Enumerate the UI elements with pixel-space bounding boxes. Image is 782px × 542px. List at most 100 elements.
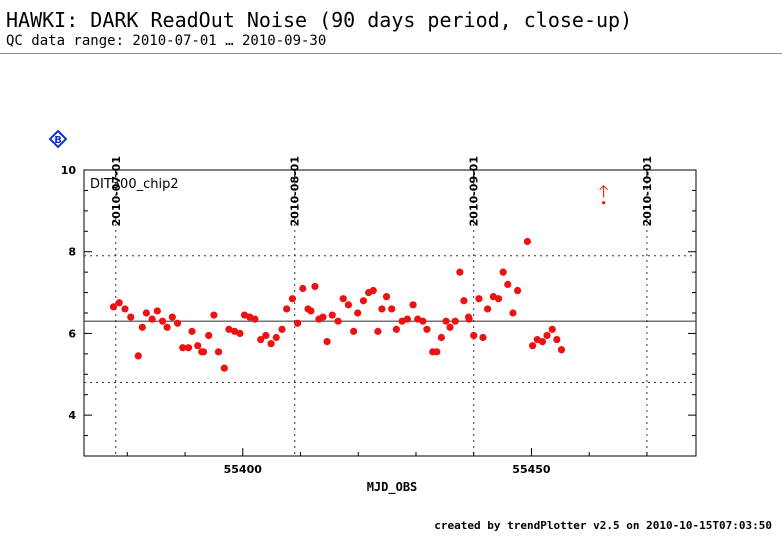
data-point (557, 346, 566, 354)
data-point (225, 325, 233, 333)
data-point (433, 348, 441, 356)
data-point (319, 313, 327, 321)
data-point (359, 297, 368, 305)
data-point (483, 305, 492, 313)
data-point (437, 333, 445, 342)
data-point (311, 282, 319, 291)
date-tick-label: 2010-07-01 (110, 156, 123, 226)
data-point (354, 309, 362, 317)
data-point (205, 331, 213, 340)
data-point (403, 315, 411, 323)
x-tick-label: 55400 (224, 463, 263, 476)
data-point (134, 352, 142, 360)
data-point (294, 319, 302, 327)
date-tick-label: 2010-10-01 (641, 156, 654, 226)
outlier-point (602, 201, 606, 205)
data-point (127, 313, 135, 321)
y-tick-label: 10 (61, 164, 77, 177)
data-point (344, 301, 353, 309)
panel-label: DIT300_chip2 (90, 177, 179, 192)
data-point (148, 315, 156, 323)
data-point (419, 317, 427, 325)
data-point (199, 348, 208, 356)
outlier-arrow-icon (599, 184, 608, 191)
data-point (538, 338, 547, 346)
data-point (272, 333, 280, 342)
data-point (251, 315, 259, 323)
y-tick-label: 8 (68, 246, 76, 259)
data-point (423, 325, 431, 333)
data-point (543, 331, 551, 340)
data-point (553, 335, 561, 344)
chart-subtitle: QC data range: 2010-07-01 … 2010-09-30 (6, 33, 327, 49)
data-point (163, 323, 171, 331)
data-point (115, 299, 123, 307)
data-point (374, 327, 382, 335)
data-point (214, 348, 223, 356)
data-point (513, 286, 522, 295)
data-point (475, 295, 483, 303)
data-point (328, 311, 336, 319)
data-point (442, 317, 450, 325)
data-point (283, 305, 291, 313)
data-point (378, 305, 386, 313)
data-point (267, 340, 275, 348)
data-point (451, 317, 459, 325)
data-point (278, 325, 286, 333)
y-tick-label: 6 (68, 327, 76, 340)
data-point (158, 317, 167, 325)
data-point (369, 286, 377, 295)
data-point (168, 313, 176, 321)
badge-icon: B (48, 129, 68, 149)
data-point (504, 280, 512, 288)
data-point (307, 307, 315, 315)
data-point (138, 323, 146, 331)
data-point (210, 311, 218, 319)
data-point (529, 342, 537, 350)
date-tick-label: 2010-08-01 (289, 156, 302, 226)
data-point (334, 317, 342, 325)
plot-frame (83, 169, 697, 457)
data-point (339, 295, 347, 303)
data-point (121, 305, 129, 313)
data-point (465, 315, 473, 323)
data-point (194, 342, 202, 350)
header-divider (0, 53, 782, 54)
data-point (470, 331, 478, 340)
data-point (382, 293, 391, 301)
data-point (388, 305, 396, 313)
data-point (409, 301, 417, 309)
footer-credit: created by trendPlotter v2.5 on 2010-10-… (434, 519, 772, 532)
data-point (188, 327, 196, 335)
data-point (456, 268, 464, 276)
x-tick-label: 55450 (512, 463, 551, 476)
x-axis-title: MJD_OBS (367, 480, 418, 495)
data-point (288, 295, 297, 303)
data-point (153, 307, 161, 315)
data-point (179, 344, 187, 352)
data-point (262, 331, 270, 340)
data-point (350, 327, 358, 335)
data-point (299, 284, 307, 293)
data-point (109, 303, 118, 311)
data-point (323, 338, 331, 346)
data-point (460, 297, 468, 305)
data-point (236, 329, 244, 338)
data-point (523, 237, 532, 246)
y-tick-label: 4 (68, 409, 76, 422)
badge-label: B (54, 135, 62, 146)
data-point (509, 309, 517, 317)
data-point (392, 325, 400, 333)
data-point (479, 333, 487, 342)
date-tick-label: 2010-09-01 (468, 156, 481, 226)
data-point (548, 325, 556, 333)
data-point (184, 344, 193, 352)
data-point (494, 295, 503, 303)
data-point (220, 364, 228, 372)
data-point (499, 268, 507, 276)
chart-title: HAWKI: DARK ReadOut Noise (90 days perio… (6, 8, 633, 32)
data-point (257, 335, 265, 344)
data-point (142, 309, 150, 317)
data-point (446, 323, 454, 331)
